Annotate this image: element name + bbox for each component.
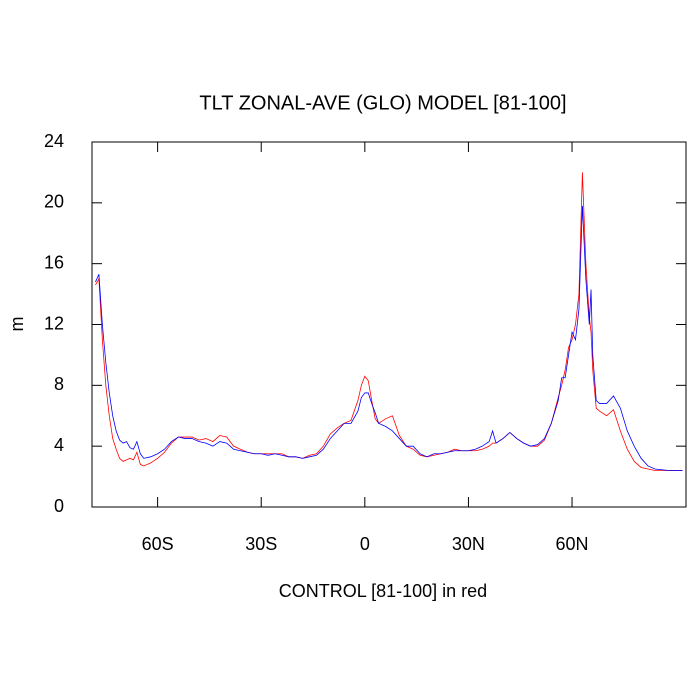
data-line	[95, 172, 683, 471]
y-tick-label: 0	[54, 496, 64, 516]
x-tick-label: 0	[360, 534, 370, 554]
x-tick-label: 60N	[556, 534, 589, 554]
y-tick-label: 8	[54, 374, 64, 394]
y-tick-label: 24	[44, 131, 64, 151]
x-axis-title: CONTROL [81-100] in red	[279, 581, 487, 601]
chart-title: TLT ZONAL-AVE (GLO) MODEL [81-100]	[199, 92, 566, 114]
x-tick-label: 30S	[245, 534, 277, 554]
y-tick-label: 20	[44, 192, 64, 212]
data-line	[95, 205, 683, 471]
x-tick-label: 30N	[452, 534, 485, 554]
y-tick-label: 4	[54, 435, 64, 455]
plot-frame	[91, 141, 687, 508]
y-axis-title: m	[7, 317, 27, 332]
y-tick-label: 16	[44, 252, 64, 272]
x-tick-label: 60S	[142, 534, 174, 554]
y-tick-label: 12	[44, 313, 64, 333]
